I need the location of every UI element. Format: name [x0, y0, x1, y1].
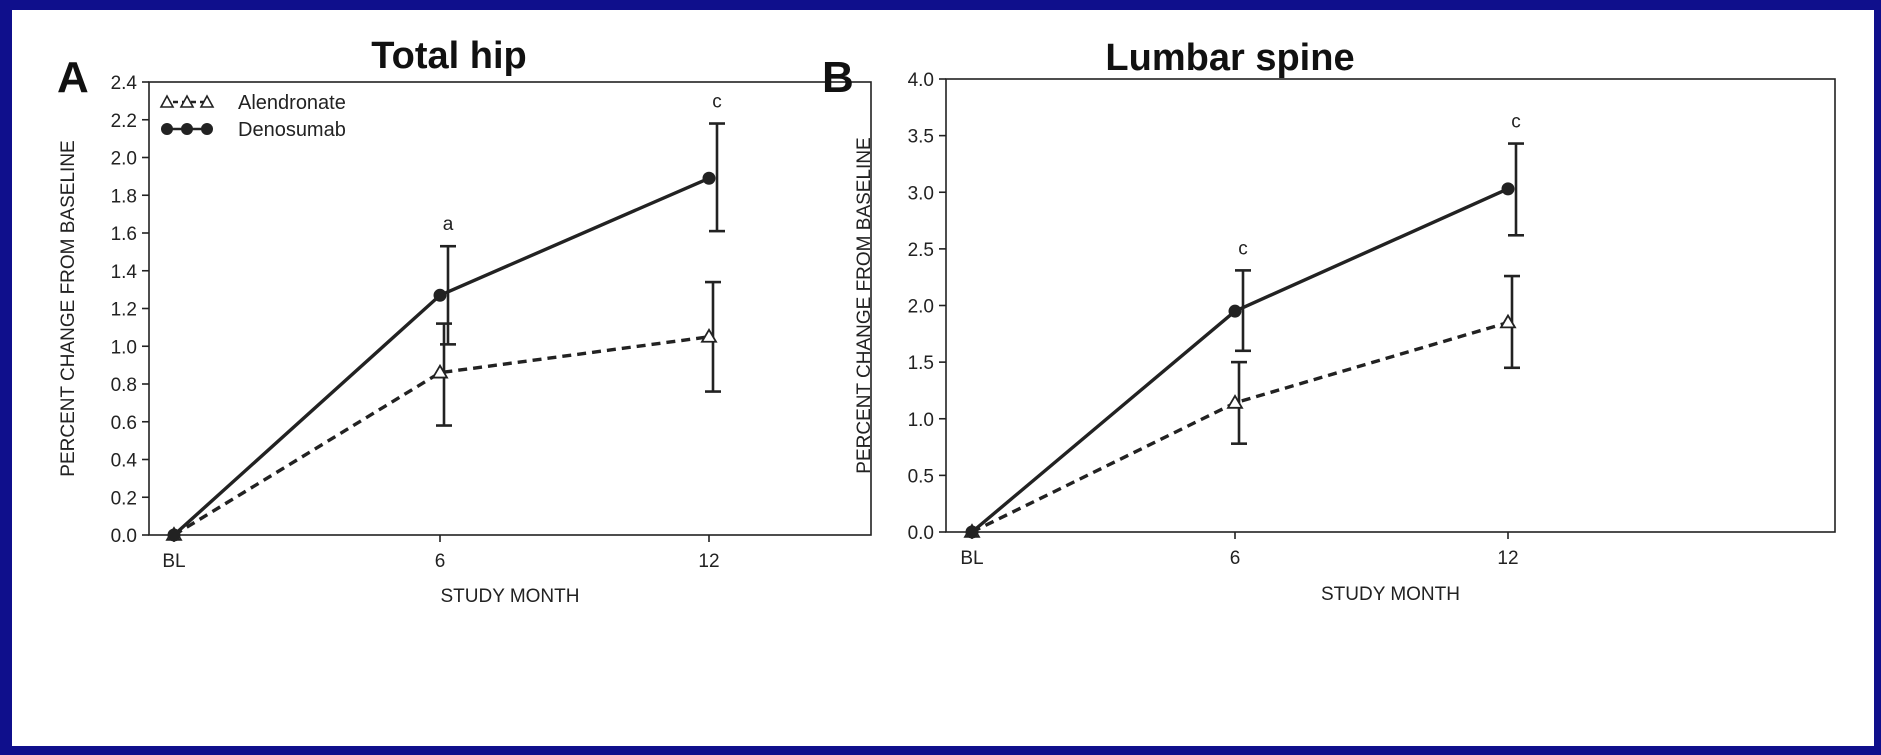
- y-tick-label: 0.0: [111, 526, 137, 547]
- data-point: [433, 288, 447, 302]
- legend-label: Alendronate: [238, 92, 346, 114]
- panel-letter: A: [57, 53, 89, 102]
- significance-annotation: c: [1238, 238, 1248, 259]
- data-point: [167, 528, 181, 542]
- chart-title: Lumbar spine: [1105, 37, 1354, 79]
- series-denosumab: [965, 142, 1524, 539]
- chart-title: Total hip: [371, 35, 527, 77]
- data-point: [965, 525, 979, 539]
- significance-annotation: c: [712, 92, 722, 113]
- significance-annotation: a: [443, 214, 454, 235]
- x-tick-label: 12: [1497, 548, 1518, 569]
- x-tick-label: 12: [698, 551, 719, 572]
- legend-item: Alendronate: [159, 92, 346, 114]
- y-tick-label: 1.6: [111, 224, 137, 245]
- x-tick-label: BL: [162, 551, 185, 572]
- legend-marker: [199, 94, 215, 108]
- legend-item: Denosumab: [161, 119, 346, 141]
- legend-marker: [159, 94, 175, 108]
- y-tick-label: 3.0: [908, 183, 934, 204]
- y-tick-label: 1.5: [908, 353, 934, 374]
- y-tick-label: 0.8: [111, 375, 137, 396]
- y-tick-label: 0.0: [908, 523, 934, 544]
- significance-annotation: c: [1511, 112, 1521, 133]
- legend-marker: [201, 123, 213, 135]
- y-tick-label: 1.0: [111, 337, 137, 358]
- figure-canvas: A Total hip 0.0 0.2 0.4 0.6 0.8 1.0 1.2 1.4 1.6 1.8…: [12, 10, 1874, 746]
- y-tick-label: 1.8: [111, 186, 137, 207]
- x-tick-label: BL: [960, 548, 983, 569]
- y-axis-title: PERCENT CHANGE FROM BASELINE: [854, 137, 875, 473]
- x-tick-label: 6: [1230, 548, 1241, 569]
- panel-letter: B: [822, 53, 854, 102]
- series-line: [172, 176, 710, 537]
- y-axis-title: PERCENT CHANGE FROM BASELINE: [58, 140, 79, 476]
- y-tick-label: 0.5: [908, 466, 934, 487]
- data-point: [431, 363, 449, 379]
- y-tick-label: 2.0: [908, 297, 934, 318]
- legend-marker: [179, 94, 195, 108]
- data-point: [1226, 394, 1244, 409]
- y-tick-label: 2.5: [908, 240, 934, 261]
- legend-marker: [181, 123, 193, 135]
- figure-svg: A Total hip 0.0 0.2 0.4 0.6 0.8 1.0 1.2 1.4 1.6 1.8…: [57, 35, 1836, 607]
- y-tick-label: 0.2: [111, 488, 137, 509]
- series-alendronate: [165, 280, 721, 541]
- series-denosumab: [167, 122, 725, 542]
- data-point: [1228, 304, 1242, 318]
- y-tick-label: 0.6: [111, 413, 137, 434]
- y-tick-label: 4.0: [908, 70, 934, 91]
- plot-frame: [148, 81, 872, 536]
- x-tick-label: 6: [435, 551, 446, 572]
- x-axis-title: STUDY MONTH: [441, 586, 580, 607]
- chart-panel-a: A Total hip 0.0 0.2 0.4 0.6 0.8 1.0 1.2 1.4 1.6 1.8…: [57, 35, 872, 607]
- legend-label: Denosumab: [238, 119, 346, 141]
- y-tick-label: 0.4: [111, 451, 138, 472]
- y-tick-label: 2.2: [111, 111, 137, 132]
- y-tick-label: 3.5: [908, 127, 934, 148]
- data-point: [702, 171, 716, 185]
- y-tick-label: 1.2: [111, 300, 137, 321]
- data-point: [1501, 182, 1515, 196]
- chart-panel-b: B Lumbar spine 0.0 0.5 1.0 1.5 2.0 2.5 3.0 3.5 4.0…: [822, 37, 1836, 605]
- data-point: [1499, 313, 1517, 329]
- y-tick-label: 1.4: [111, 262, 138, 283]
- y-tick-label: 2.4: [111, 73, 138, 94]
- legend-marker: [161, 123, 173, 135]
- y-tick-label: 2.0: [111, 149, 137, 170]
- plot-frame: [945, 78, 1836, 533]
- legend: Alendronate Denosumab: [159, 92, 346, 141]
- x-axis-title: STUDY MONTH: [1321, 584, 1460, 605]
- y-tick-label: 1.0: [908, 410, 934, 431]
- data-point: [700, 328, 718, 343]
